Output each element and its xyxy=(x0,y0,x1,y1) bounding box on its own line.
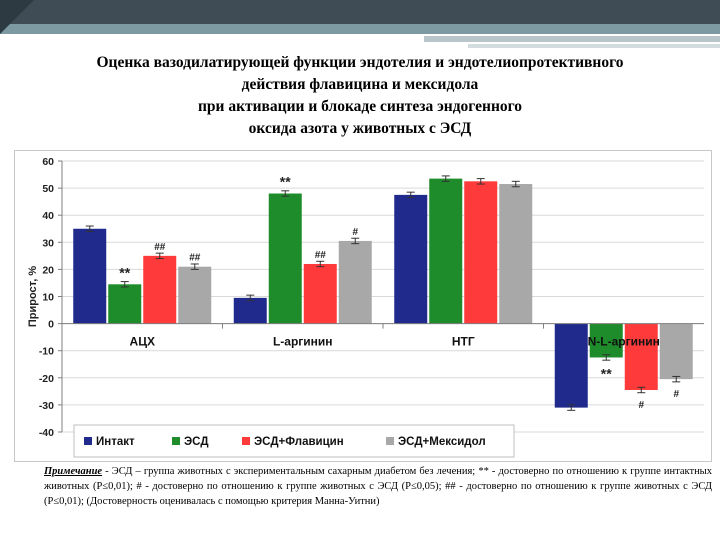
y-tick-label: 60 xyxy=(42,156,54,168)
legend-label: Интакт xyxy=(96,436,135,448)
significance-marker: # xyxy=(638,400,644,411)
bar-2 xyxy=(589,323,623,358)
bar-4 xyxy=(499,184,533,324)
x-category-label: НТГ xyxy=(452,335,475,349)
significance-marker: ## xyxy=(315,250,327,261)
y-tick-label: 20 xyxy=(42,264,54,276)
y-tick-label: 0 xyxy=(48,319,54,331)
bar-1 xyxy=(394,194,428,324)
footnote-text: - ЭСД – группа животных с эксперименталь… xyxy=(44,466,712,507)
bar-1 xyxy=(73,228,107,324)
header-bar xyxy=(0,0,720,24)
bar-4 xyxy=(338,240,372,324)
legend-box xyxy=(73,424,515,458)
significance-marker: # xyxy=(673,389,679,400)
title-line: Оценка вазодилатирующей функции эндотели… xyxy=(96,54,624,71)
bar-1 xyxy=(233,297,267,324)
y-tick-label: -30 xyxy=(39,400,54,412)
significance-marker: ** xyxy=(601,365,612,381)
bar-3 xyxy=(464,181,498,324)
corner-accent xyxy=(0,0,34,34)
y-tick-label: -10 xyxy=(39,346,54,358)
title-line: действия флавицина и мексидола xyxy=(241,76,479,93)
y-tick-label: 40 xyxy=(42,210,54,222)
bar-2 xyxy=(268,193,302,324)
bar-2 xyxy=(108,284,142,324)
significance-marker: ## xyxy=(189,253,201,264)
y-tick-label: -20 xyxy=(39,373,54,385)
legend-label: ЭСД+Флавицин xyxy=(254,436,344,448)
bar-4 xyxy=(659,323,693,380)
significance-marker: ** xyxy=(280,174,291,190)
x-category-label: АЦХ xyxy=(130,335,155,349)
decor-strip xyxy=(424,36,720,42)
x-category-label: N-L-аргинин xyxy=(588,335,660,349)
slide-title: Оценка вазодилатирующей функции эндотели… xyxy=(0,52,720,140)
y-tick-label: 10 xyxy=(42,292,54,304)
significance-marker: # xyxy=(352,227,358,238)
legend-label: ЭСД xyxy=(184,436,209,448)
bar-3 xyxy=(143,255,177,324)
legend-swatch xyxy=(84,437,92,445)
title-line: при активации и блокаде синтеза эндогенн… xyxy=(197,98,523,115)
bar-1 xyxy=(554,323,588,408)
significance-marker: ## xyxy=(154,242,166,253)
legend-swatch xyxy=(172,437,180,445)
bar-3 xyxy=(303,263,337,324)
legend-label: ЭСД+Мексидол xyxy=(398,436,486,448)
y-tick-label: 30 xyxy=(42,237,54,249)
footnote-label: Примечание xyxy=(44,466,103,477)
bar-2 xyxy=(429,178,463,324)
y-tick-label: -40 xyxy=(39,427,54,439)
bar-3 xyxy=(624,323,658,390)
legend-swatch xyxy=(386,437,394,445)
decor-strip xyxy=(468,44,720,48)
significance-marker: ** xyxy=(119,264,130,280)
y-axis-label: Прирост, % xyxy=(27,266,39,327)
bar-4 xyxy=(178,266,212,324)
title-line: оксида азота у животных с ЭСД xyxy=(248,120,472,137)
footnote: Примечание - ЭСД – группа животных с экс… xyxy=(44,464,712,509)
header-stripe xyxy=(0,24,720,34)
chart-container: -40 -30 -20 -10 0 10 20 30 40 50 60 Прирост, % ** ## #… xyxy=(14,150,712,462)
y-tick-label: 50 xyxy=(42,183,54,195)
x-category-label: L-аргинин xyxy=(273,335,333,349)
legend-swatch xyxy=(242,437,250,445)
